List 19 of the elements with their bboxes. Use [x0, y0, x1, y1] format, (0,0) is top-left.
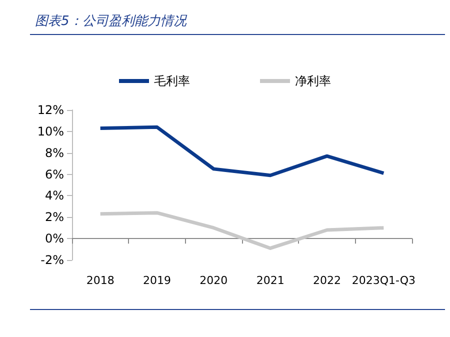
- x-tick-label: 2023Q1-Q3: [352, 274, 416, 287]
- y-tick-label: 12%: [37, 103, 64, 117]
- y-tick-label: -2%: [40, 253, 64, 267]
- y-tick-label: 8%: [44, 146, 64, 160]
- x-tick-label: 2021: [256, 274, 284, 287]
- x-tick-label: 2018: [86, 274, 114, 287]
- line-series: [98, 211, 386, 250]
- y-tick-label: 0%: [44, 232, 64, 246]
- line-series: [98, 125, 386, 178]
- chart-title: 图表5：公司盈利能力情况: [35, 14, 188, 29]
- x-tick-label: 2022: [313, 274, 341, 287]
- x-tick-label: 2020: [200, 274, 228, 287]
- legend-label: 净利率: [295, 74, 331, 88]
- legend-label: 毛利率: [154, 74, 190, 88]
- y-tick-label: 10%: [37, 124, 64, 138]
- y-tick-label: 2%: [44, 210, 64, 224]
- x-tick-label: 2019: [143, 274, 171, 287]
- y-tick-label: 6%: [44, 167, 64, 182]
- y-tick-label: 4%: [44, 188, 64, 203]
